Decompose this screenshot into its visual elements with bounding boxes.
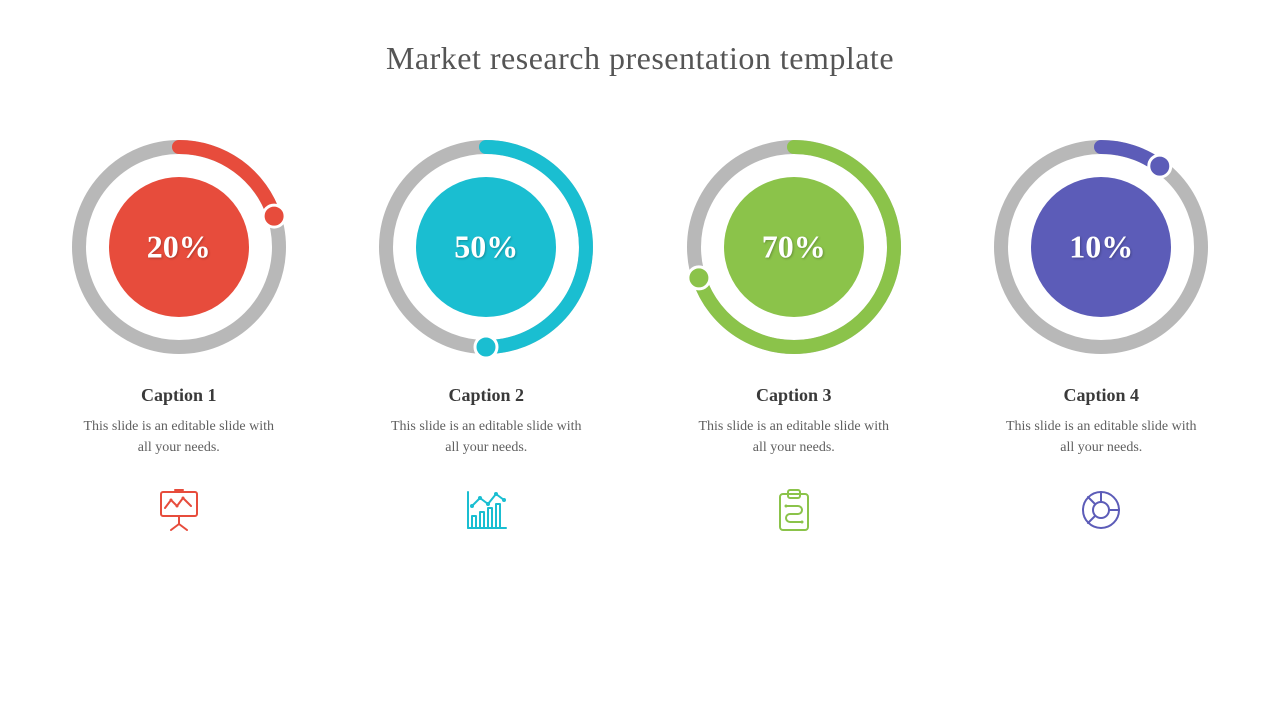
percent-label-1: 20% <box>147 229 211 266</box>
donut-segments-icon <box>1077 486 1125 534</box>
percent-label-4: 10% <box>1069 229 1133 266</box>
item-3: 70% Caption 3 This slide is an editable … <box>675 137 913 534</box>
caption-4: Caption 4 <box>1063 385 1139 406</box>
progress-ring-1: 20% <box>69 137 289 357</box>
caption-3: Caption 3 <box>756 385 832 406</box>
item-4: 10% Caption 4 This slide is an editable … <box>983 137 1221 534</box>
line-bar-chart-icon <box>462 486 510 534</box>
presentation-board-icon <box>155 486 203 534</box>
item-2: 50% Caption 2 This slide is an editable … <box>368 137 606 534</box>
items-row: 20% Caption 1 This slide is an editable … <box>0 137 1280 534</box>
percent-label-2: 50% <box>454 229 518 266</box>
slide-title: Market research presentation template <box>0 0 1280 137</box>
description-1: This slide is an editable slide with all… <box>79 416 279 458</box>
description-4: This slide is an editable slide with all… <box>1001 416 1201 458</box>
caption-2: Caption 2 <box>448 385 524 406</box>
description-2: This slide is an editable slide with all… <box>386 416 586 458</box>
progress-ring-2: 50% <box>376 137 596 357</box>
percent-label-3: 70% <box>762 229 826 266</box>
caption-1: Caption 1 <box>141 385 217 406</box>
progress-ring-3: 70% <box>684 137 904 357</box>
item-1: 20% Caption 1 This slide is an editable … <box>60 137 298 534</box>
description-3: This slide is an editable slide with all… <box>694 416 894 458</box>
progress-ring-4: 10% <box>991 137 1211 357</box>
clipboard-route-icon <box>770 486 818 534</box>
